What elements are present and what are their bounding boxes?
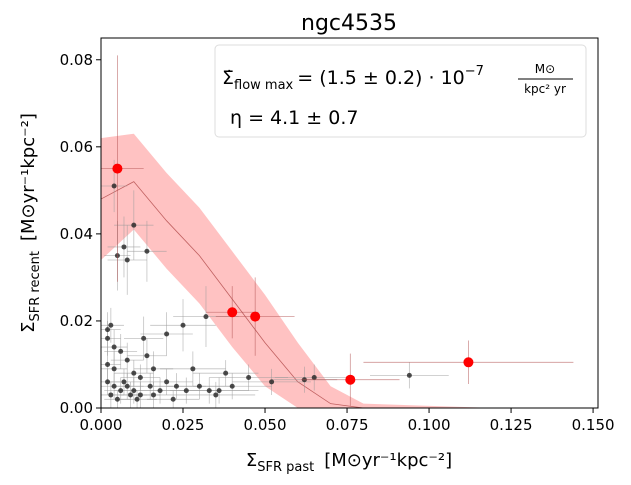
annotation-box <box>214 44 587 138</box>
data-point <box>203 314 209 320</box>
data-point <box>213 392 219 398</box>
x-label-symbol: Σ <box>246 450 257 471</box>
x-tick-label: 0.125 <box>490 416 533 434</box>
data-point <box>406 372 412 378</box>
data-point <box>137 375 143 381</box>
annotation-unit-denominator: kpc² yr <box>524 82 566 96</box>
data-point <box>150 366 156 372</box>
data-point <box>157 388 163 394</box>
data-point <box>124 257 130 263</box>
data-point <box>144 353 150 359</box>
data-point <box>164 331 170 337</box>
data-point <box>216 388 222 394</box>
data-point <box>121 244 127 250</box>
data-point <box>114 396 120 402</box>
data-point <box>111 366 117 372</box>
data-point <box>118 348 124 354</box>
data-point <box>227 307 238 318</box>
data-point <box>111 183 117 189</box>
y-tick-label: 0.04 <box>60 225 93 243</box>
annotation-exponent: −7 <box>465 64 484 79</box>
x-label-unit: [M⊙yr⁻¹kpc⁻²] <box>324 450 452 471</box>
data-point <box>124 383 130 389</box>
data-point <box>128 392 134 398</box>
x-tick-label: 0.150 <box>572 416 615 434</box>
data-point <box>250 311 261 322</box>
y-label-unit: [M⊙yr⁻¹kpc⁻²] <box>18 113 39 241</box>
data-point <box>118 388 124 394</box>
data-point <box>183 388 189 394</box>
y-tick-label: 0.00 <box>60 399 93 417</box>
data-point <box>206 388 212 394</box>
data-point <box>112 163 123 174</box>
data-point <box>269 379 275 385</box>
x-tick-label: 0.075 <box>326 416 369 434</box>
data-point <box>111 383 117 389</box>
data-point <box>246 375 252 381</box>
data-point <box>141 335 147 341</box>
data-point <box>131 370 137 376</box>
x-axis-label: ΣSFR past [M⊙yr⁻¹kpc⁻²] <box>246 450 452 475</box>
annotation-unit-numerator: M⊙ <box>535 62 555 76</box>
data-point <box>150 392 156 398</box>
x-tick-label: 0.100 <box>408 416 451 434</box>
data-point <box>111 344 117 350</box>
x-tick-label: 0.050 <box>244 416 287 434</box>
data-point <box>173 383 179 389</box>
chart-title: ngc4535 <box>301 11 397 36</box>
data-point <box>223 370 229 376</box>
data-point <box>190 366 196 372</box>
y-label-symbol: Σ <box>18 321 39 332</box>
data-point <box>345 374 356 385</box>
annotation-symbol: Σ̇ <box>222 67 234 89</box>
confidence-band <box>101 133 495 408</box>
data-point <box>108 322 114 328</box>
annotation-eta: η = 4.1 ± 0.7 <box>230 107 358 129</box>
data-point <box>164 379 170 385</box>
data-point <box>147 383 153 389</box>
data-point <box>108 392 114 398</box>
y-label-subscript: SFR recent <box>28 251 43 321</box>
axes-frame <box>100 37 599 409</box>
annotation-expression: = (1.5 ± 0.2) · 10 <box>297 67 465 89</box>
x-tick-label: 0.025 <box>162 416 205 434</box>
x-tick-label: 0.000 <box>80 416 123 434</box>
data-point <box>124 357 130 363</box>
annotation-subscript: flow max <box>234 78 294 93</box>
data-point <box>229 383 235 389</box>
data-point <box>131 222 137 228</box>
y-tick-label: 0.02 <box>60 312 93 330</box>
data-point <box>196 383 202 389</box>
data-point <box>137 392 143 398</box>
data-point <box>311 375 317 381</box>
data-point <box>105 361 111 367</box>
data-point <box>170 396 176 402</box>
data-point <box>180 322 186 328</box>
data-point <box>105 335 111 341</box>
data-point <box>134 396 140 402</box>
annotation-flow: Σ̇flow max = (1.5 ± 0.2) · 10−7 <box>222 64 484 93</box>
data-point <box>131 388 137 394</box>
plot-area <box>101 55 574 408</box>
x-label-subscript: SFR past <box>257 460 314 475</box>
y-tick-label: 0.08 <box>60 51 93 69</box>
data-point <box>463 357 474 368</box>
data-point <box>105 327 111 333</box>
y-tick-label: 0.06 <box>60 138 93 156</box>
data-point <box>144 248 150 254</box>
y-axis-label: ΣSFR recent [M⊙yr⁻¹kpc⁻²] <box>18 113 43 333</box>
data-point <box>105 379 111 385</box>
data-point <box>121 379 127 385</box>
